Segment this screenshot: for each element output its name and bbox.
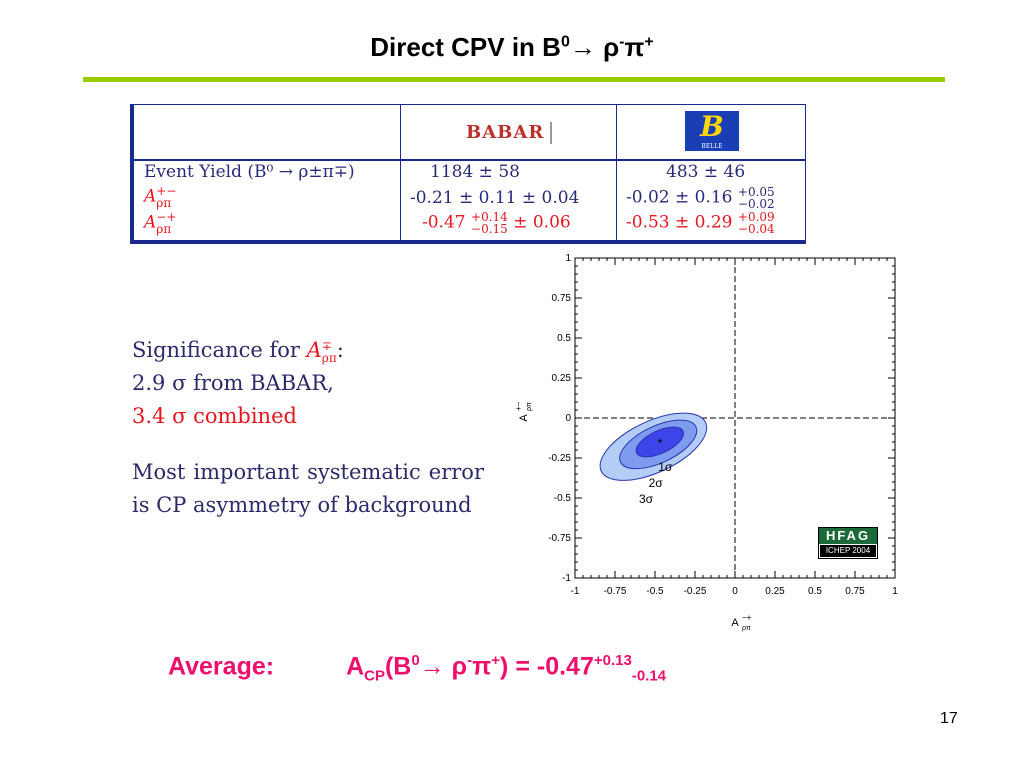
y-tick-label: -0.75	[548, 533, 571, 544]
belle-a-plusminus: -0.02 ± 0.16 +0.05 −0.02	[626, 185, 775, 211]
significance-line-2: 2.9 σ from BABAR,	[132, 371, 334, 395]
x-tick-label: -0.75	[604, 586, 627, 597]
y-tick-label: -0.5	[554, 493, 572, 504]
row-label-a-minusplus: A −+ ρπ	[144, 210, 177, 236]
x-tick-label: 0.5	[808, 586, 822, 597]
contour-label: 3σ	[639, 492, 654, 506]
y-tick-label: 1	[565, 253, 571, 264]
belle-yield: 483 ± 46	[666, 162, 746, 182]
belle-a-minusplus: -0.53 ± 0.29 +0.09 −0.04	[626, 210, 775, 236]
contour-1sigma	[635, 426, 684, 458]
x-tick-label: -0.25	[684, 586, 707, 597]
belle-logo: B BELLE	[685, 111, 739, 151]
significance-block: Significance for A ∓ ρπ: 2.9 σ from BABAR,…	[132, 334, 492, 433]
average-result: Average: ACP(B0→ ρ-π+) = -0.47+0.13-0.14	[168, 652, 667, 685]
x-tick-label: 0	[732, 586, 738, 597]
babar-a-minusplus: -0.47 +0.14 −0.15 ± 0.06	[422, 210, 571, 236]
table-divider	[400, 105, 401, 240]
x-tick-label: -0.5	[646, 586, 664, 597]
x-axis-label-sub: ρπ	[742, 625, 751, 632]
y-tick-label: 0.75	[552, 293, 572, 304]
page-number: 17	[940, 710, 958, 727]
row-label-yield: Event Yield (B⁰ → ρ±π∓)	[144, 162, 355, 182]
central-value-marker: *	[657, 436, 662, 450]
y-axis-label: A +− ρπ	[514, 401, 533, 421]
table-divider	[616, 105, 617, 240]
systematic-note: Most important systematic error is CP as…	[132, 460, 484, 517]
babar-logo: BABAR	[466, 122, 552, 144]
y-tick-label: -0.25	[548, 453, 571, 464]
y-axis-label-sup: +−	[514, 401, 523, 411]
y-tick-label: 0.25	[552, 373, 572, 384]
y-axis-label-main: A	[518, 414, 530, 422]
table-header-divider	[134, 159, 805, 161]
y-tick-label: 0.5	[557, 333, 571, 344]
babar-a-plusminus: -0.21 ± 0.11 ± 0.04	[410, 188, 580, 208]
x-tick-label: 0.75	[845, 586, 865, 597]
row-label-a-plusminus: A +− ρπ	[144, 184, 177, 210]
results-table: BABAR B BELLE Event Yield (B⁰ → ρ±π∓) 118…	[130, 104, 806, 244]
contour-label: 2σ	[649, 476, 664, 490]
x-tick-label: 1	[892, 586, 898, 597]
contour-plot: -1 -0.75 -0.5 -0.25 0 0.25 0.5 0.75 1 1 0.75 0.5 0.2…	[514, 253, 898, 632]
y-axis-label-sub: ρπ	[526, 402, 533, 411]
hfag-logo: HFAG ICHEP 2004	[818, 527, 878, 559]
x-axis-label: A	[731, 617, 739, 629]
title-divider	[83, 77, 945, 82]
x-axis-label-sup: −+	[742, 613, 752, 622]
contour-label: 1σ	[658, 460, 673, 474]
y-tick-label: -1	[562, 573, 571, 584]
significance-line-3: 3.4 σ combined	[132, 404, 297, 428]
significance-line-1: Significance for A ∓ ρπ:	[132, 338, 344, 365]
x-tick-label: 0.25	[765, 586, 785, 597]
y-tick-label: 0	[565, 413, 571, 424]
babar-yield: 1184 ± 58	[430, 162, 520, 182]
slide-title: Direct CPV in B0→ ρ-π+	[370, 32, 654, 62]
x-tick-label: -1	[571, 586, 580, 597]
